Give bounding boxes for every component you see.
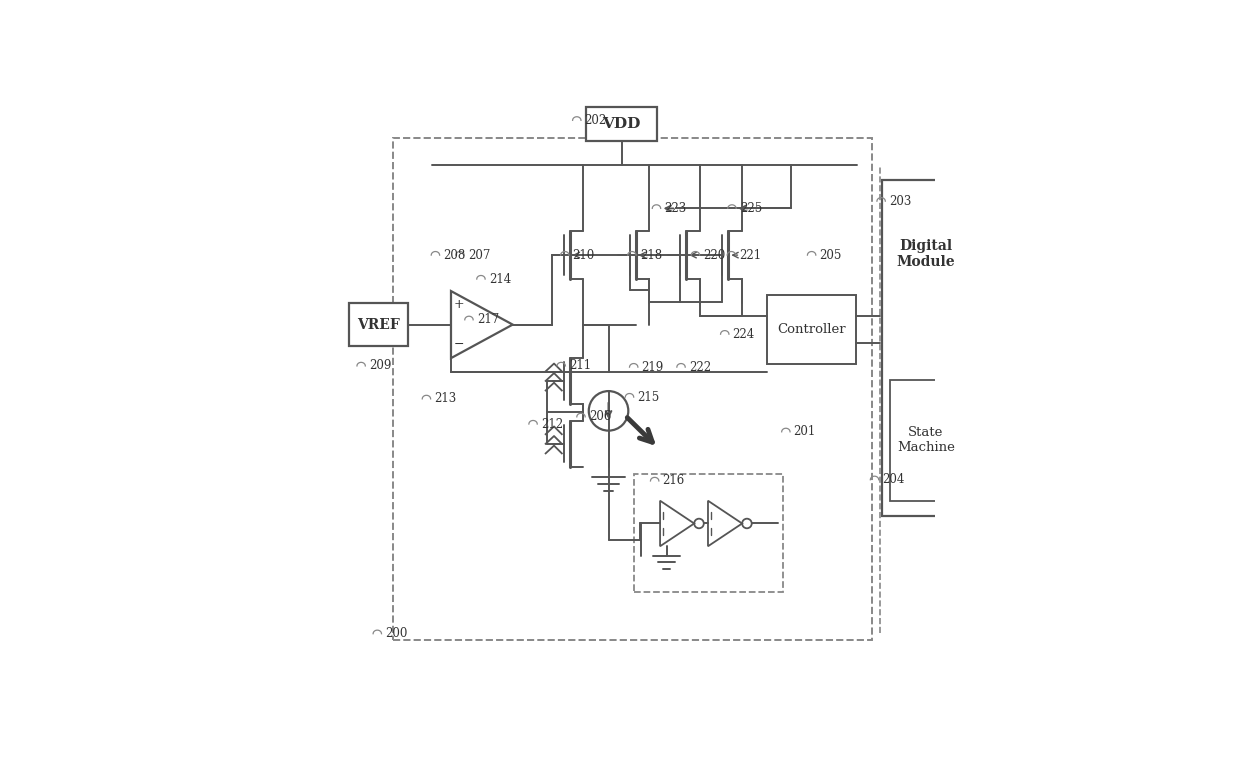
Text: +: + [454,298,464,310]
Text: 217: 217 [476,314,498,326]
Text: 223: 223 [665,202,687,215]
Text: VDD: VDD [603,117,641,131]
Bar [635,475,782,592]
Text: 200: 200 [386,627,408,640]
Text: 213: 213 [434,392,456,405]
Text: 218: 218 [640,249,662,261]
Text: 221: 221 [739,249,761,261]
Text: 208: 208 [443,249,465,261]
Text: 203: 203 [889,194,911,208]
Bar [883,180,970,516]
Text: 212: 212 [541,418,563,430]
Text: 201: 201 [794,426,816,438]
Bar [768,295,856,364]
Text: 225: 225 [740,202,763,215]
Text: 216: 216 [662,475,684,488]
Text: 204: 204 [883,473,905,486]
Text: 205: 205 [820,249,842,261]
Text: State
Machine: State Machine [897,426,955,454]
Text: 210: 210 [573,249,595,261]
Text: Controller: Controller [777,323,846,336]
Text: 207: 207 [467,249,490,261]
Text: 209: 209 [370,359,392,373]
Text: Digital
Module: Digital Module [897,239,955,269]
Text: 219: 219 [641,361,663,373]
Text: 224: 224 [733,328,755,341]
Text: −: − [454,338,464,352]
Text: 222: 222 [688,361,711,373]
Text: 215: 215 [637,391,660,404]
Text: VREF: VREF [357,317,399,331]
Bar [587,107,657,142]
Text: 220: 220 [703,249,725,261]
Bar [350,303,408,346]
Text: 214: 214 [489,272,511,286]
Text: 206: 206 [589,410,611,423]
Text: 202: 202 [584,114,606,127]
Text: 211: 211 [569,359,591,373]
Bar [393,138,872,640]
Bar [889,380,962,501]
